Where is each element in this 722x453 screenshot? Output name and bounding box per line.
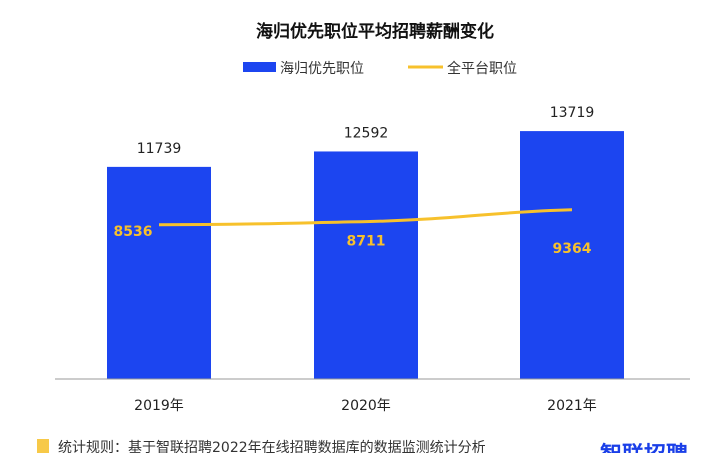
bar — [520, 131, 624, 379]
line-value-label: 8711 — [347, 234, 386, 250]
x-tick-label: 2019年 — [134, 398, 184, 414]
logo: 智联招聘 — [600, 442, 688, 453]
x-tick-label: 2020年 — [341, 398, 391, 414]
line-series — [158, 208, 573, 227]
legend-swatch-bar — [243, 62, 276, 72]
bar — [107, 166, 211, 379]
bar — [314, 151, 418, 379]
legend-label-bar: 海归优先职位 — [280, 60, 364, 77]
footnote: 统计规则：基于智联招聘2022年在线招聘数据库的数据监测统计分析 — [58, 439, 486, 453]
line-value-label: 8536 — [114, 224, 153, 240]
bar-value-label: 12592 — [344, 125, 389, 141]
bar-value-label: 11739 — [137, 141, 182, 157]
legend: 海归优先职位 全平台职位 — [243, 60, 517, 77]
legend-label-line: 全平台职位 — [447, 60, 517, 77]
chart-title: 海归优先职位平均招聘薪酬变化 — [256, 21, 494, 42]
bar-value-label: 13719 — [550, 105, 595, 121]
footnote-swatch — [37, 439, 49, 453]
line-value-label: 9364 — [553, 241, 592, 257]
x-tick-label: 2021年 — [547, 398, 597, 414]
